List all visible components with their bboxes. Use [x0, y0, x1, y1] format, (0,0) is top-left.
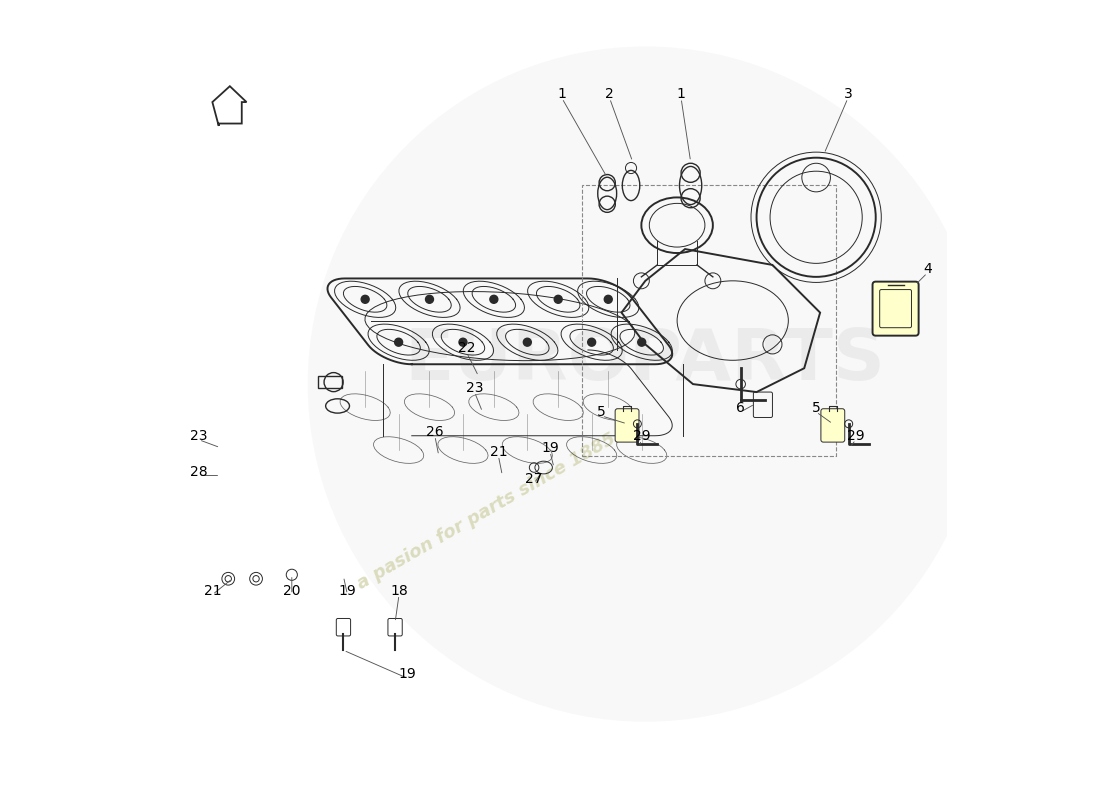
Ellipse shape: [308, 46, 983, 722]
Text: 26: 26: [426, 425, 443, 438]
FancyBboxPatch shape: [872, 282, 918, 336]
Text: 19: 19: [339, 584, 356, 598]
FancyBboxPatch shape: [821, 409, 845, 442]
Text: 23: 23: [190, 429, 208, 442]
Bar: [582, 186, 836, 456]
Circle shape: [426, 295, 433, 303]
FancyBboxPatch shape: [615, 409, 639, 442]
Circle shape: [604, 295, 613, 303]
Text: 5: 5: [812, 401, 821, 415]
Text: 20: 20: [283, 584, 300, 598]
Text: 27: 27: [526, 473, 543, 486]
Text: 2: 2: [605, 87, 614, 101]
Circle shape: [361, 295, 370, 303]
Text: 23: 23: [465, 381, 483, 395]
Text: 1: 1: [558, 87, 566, 101]
Text: 29: 29: [847, 429, 865, 442]
Text: 3: 3: [844, 87, 852, 101]
Circle shape: [554, 295, 562, 303]
Text: 18: 18: [390, 584, 408, 598]
Text: 22: 22: [458, 342, 475, 355]
Text: 19: 19: [398, 667, 416, 681]
Circle shape: [395, 338, 403, 346]
Circle shape: [524, 338, 531, 346]
Circle shape: [490, 295, 498, 303]
Text: 28: 28: [190, 465, 208, 478]
Text: 21: 21: [490, 445, 507, 458]
Circle shape: [459, 338, 466, 346]
Text: EUROPARTS: EUROPARTS: [405, 326, 886, 394]
Text: 1: 1: [676, 87, 685, 101]
Text: 21: 21: [204, 584, 221, 598]
Text: 6: 6: [736, 401, 745, 415]
Text: 29: 29: [632, 429, 650, 442]
Text: 19: 19: [541, 441, 559, 454]
Text: a pasion for parts since 1885: a pasion for parts since 1885: [354, 430, 619, 593]
Text: 4: 4: [923, 262, 932, 276]
Circle shape: [587, 338, 595, 346]
Circle shape: [638, 338, 646, 346]
Text: 5: 5: [597, 405, 606, 419]
